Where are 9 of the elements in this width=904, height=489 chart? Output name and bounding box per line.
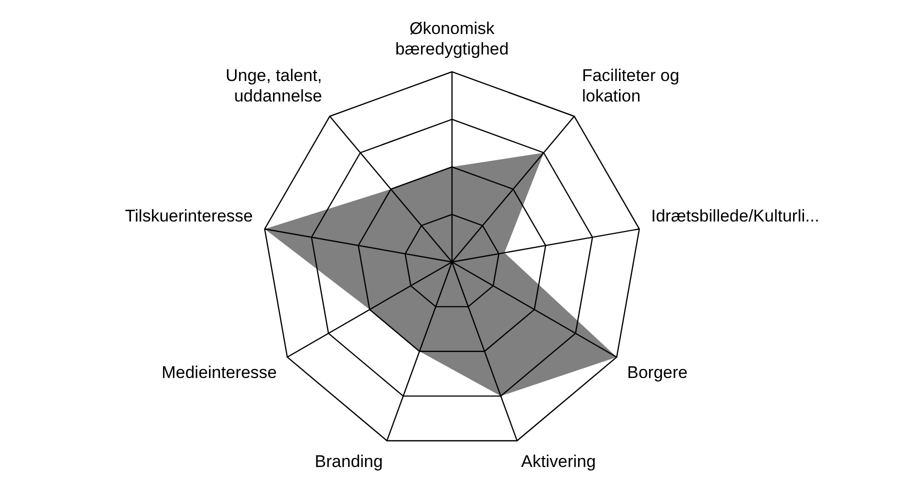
spoke-label: Aktivering bbox=[521, 452, 596, 471]
spoke-label: Faciliteter og lokation bbox=[582, 66, 680, 106]
spoke-label: Idrætsbillede/Kulturli... bbox=[651, 206, 820, 226]
spoke-label: Borgere bbox=[627, 362, 688, 382]
spoke-label: Medieinteresse bbox=[162, 362, 277, 382]
spoke-label: Unge, talent, uddannelse bbox=[226, 66, 322, 106]
spoke-label: Branding bbox=[314, 452, 383, 471]
spoke-label: Økonomisk bæredygtighed bbox=[395, 18, 509, 58]
spoke-label: Tilskuerinteresse bbox=[125, 206, 253, 226]
